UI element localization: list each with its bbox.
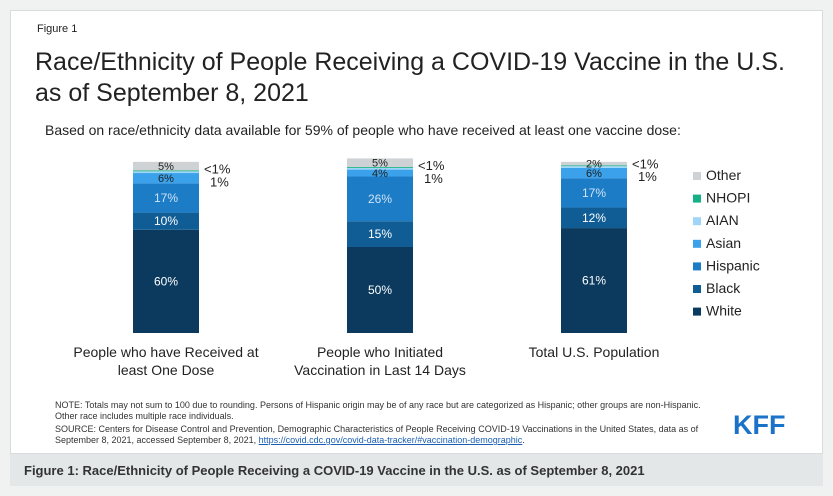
category-label: least One Dose — [118, 362, 215, 378]
bar-segment-hispanic — [347, 176, 413, 222]
data-label-other: 5% — [372, 158, 388, 170]
bar-segment-asian — [133, 173, 199, 184]
legend-label-hispanic: Hispanic — [706, 257, 760, 273]
data-label-aian: 1% — [210, 174, 229, 189]
legend-label-other: Other — [706, 167, 741, 183]
legend-swatch-white — [693, 307, 701, 316]
bar-segment-black — [561, 207, 627, 229]
category-label: Total U.S. Population — [529, 344, 660, 360]
chart-title: Race/Ethnicity of People Receiving a COV… — [35, 48, 785, 107]
chart-note: NOTE: Totals may not sum to 100 due to r… — [55, 400, 701, 421]
data-label-black: 15% — [368, 227, 392, 241]
data-label-asian: 6% — [158, 173, 174, 185]
bar-segment-hispanic — [561, 178, 627, 208]
data-label-other: 5% — [158, 161, 174, 173]
legend-swatch-black — [693, 285, 701, 293]
bar-segment-other — [133, 161, 199, 171]
figure-card: Figure 1 Race/Ethnicity of People Receiv… — [10, 10, 823, 454]
data-label-black: 12% — [582, 211, 606, 225]
kff-logo-text: KFF — [733, 410, 785, 439]
chart-source: SOURCE: Centers for Disease Control and … — [55, 424, 720, 446]
data-label-asian: 4% — [372, 168, 388, 180]
source-text: SOURCE: Centers for Disease Control and … — [55, 424, 699, 445]
data-label-aian: 1% — [424, 171, 443, 186]
legend-label-nhopi: NHOPI — [706, 190, 750, 206]
chart-subtitle: Based on race/ethnicity data available f… — [45, 122, 681, 138]
bar-segment-aian — [133, 171, 199, 174]
category-label: People who have Received at — [73, 344, 258, 360]
data-label-nhopi: <1% — [204, 161, 231, 176]
bar-segment-black — [133, 212, 199, 230]
bar-segment-other — [347, 158, 413, 168]
source-suffix: . — [522, 435, 525, 445]
data-label-white: 60% — [154, 274, 178, 288]
stacked-bar-chart: 60%10%17%6%5% <1%1%People who have Receiv… — [73, 156, 760, 378]
bar-segment-white — [133, 229, 199, 333]
data-label-aian: 1% — [638, 169, 657, 184]
legend-label-white: White — [706, 303, 742, 319]
figure-label: Figure 1 — [37, 23, 78, 35]
data-label-black: 10% — [154, 214, 178, 228]
bar-segment-nhopi — [561, 165, 627, 167]
legend-label-asian: Asian — [706, 235, 741, 251]
kff-logo: KFF — [733, 410, 785, 439]
bar-segment-white — [347, 247, 413, 333]
legend-label-aian: AIAN — [706, 212, 739, 228]
data-label-nhopi: <1% — [632, 156, 659, 171]
bar-segment-aian — [347, 167, 413, 170]
category-label: People who Initiated — [317, 344, 443, 360]
data-label-white: 50% — [368, 283, 392, 297]
data-label-hispanic: 17% — [154, 191, 178, 205]
legend-swatch-other — [693, 172, 701, 180]
bar-segment-hispanic — [133, 183, 199, 213]
data-label-nhopi: <1% — [418, 158, 445, 173]
bar-segment-asian — [561, 167, 627, 179]
bar-segment-asian — [347, 169, 413, 177]
bar-segment-black — [347, 221, 413, 247]
source-link[interactable]: https://covid.cdc.gov/covid-data-tracker… — [258, 435, 523, 445]
data-label-other: 2% — [586, 159, 602, 171]
legend-label-black: Black — [706, 280, 741, 296]
bar-segment-white — [561, 228, 627, 333]
legend-swatch-hispanic — [693, 262, 701, 271]
bar-segment-aian — [561, 166, 627, 168]
data-label-hispanic: 17% — [582, 186, 606, 200]
figure-caption: Figure 1: Race/Ethnicity of People Recei… — [24, 463, 645, 478]
legend-swatch-nhopi — [693, 194, 701, 203]
bar-segment-other — [561, 161, 627, 166]
bar-segment-nhopi — [133, 170, 199, 172]
legend-swatch-asian — [693, 239, 701, 248]
data-label-white: 61% — [582, 274, 606, 288]
caption-bar: Figure 1: Race/Ethnicity of People Recei… — [10, 454, 823, 486]
data-label-asian: 6% — [586, 168, 602, 180]
bar-segment-nhopi — [347, 167, 413, 168]
data-label-hispanic: 26% — [368, 192, 392, 206]
legend-swatch-aian — [693, 217, 701, 226]
category-label: Vaccination in Last 14 Days — [294, 362, 466, 378]
